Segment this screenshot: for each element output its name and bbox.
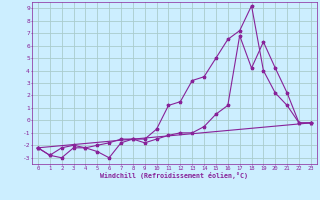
X-axis label: Windchill (Refroidissement éolien,°C): Windchill (Refroidissement éolien,°C) [100,172,248,179]
